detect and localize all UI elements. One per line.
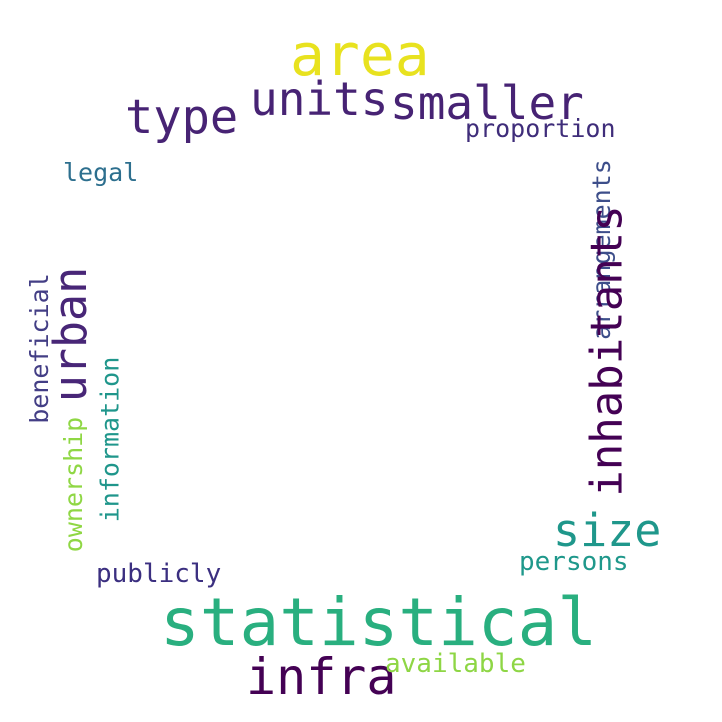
word-ownership: ownership [59,416,89,553]
word-proportion: proportion [465,114,616,143]
word-size: size [553,504,662,557]
word-legal: legal [63,158,139,187]
word-type: type [125,90,239,145]
word-information: information [95,356,125,523]
word-infra: infra [246,648,397,706]
word-smaller: smaller [390,76,584,130]
word-available: available [385,649,526,679]
word-urban: urban [44,266,98,403]
word-statistical: statistical [160,584,598,661]
word-beneficial: beneficial [24,273,54,424]
word-persons: persons [519,547,629,577]
word-inhabitants: inhabitants [581,205,633,497]
word-area: area [290,21,430,89]
word-publicly: publicly [96,559,222,589]
word-units: units [250,72,389,126]
